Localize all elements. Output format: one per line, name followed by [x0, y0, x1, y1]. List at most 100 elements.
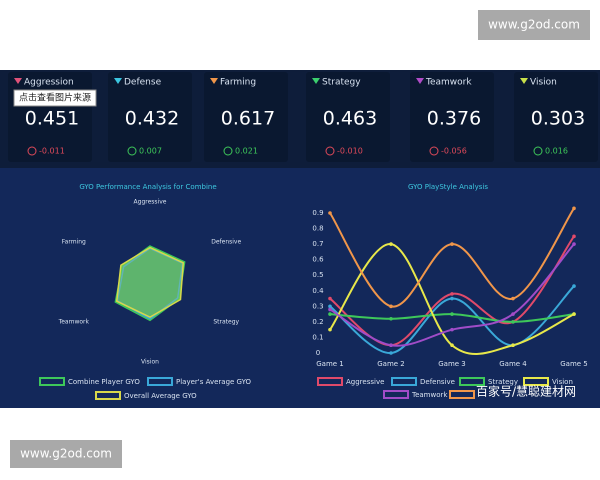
card-delta: -0.011	[39, 147, 65, 156]
data-point	[572, 312, 576, 316]
data-point	[328, 327, 332, 332]
legend-label: Overall Average GYO	[124, 392, 197, 400]
card-icon	[210, 78, 218, 84]
legend-swatch	[523, 377, 549, 386]
data-point	[328, 312, 332, 316]
x-tick-label: Game 3	[438, 360, 466, 368]
y-tick-label: 0.2	[312, 318, 323, 326]
watermark-box	[478, 10, 590, 40]
y-tick-label: 0.5	[312, 271, 323, 279]
delta-icon	[429, 146, 439, 156]
legend-swatch	[391, 377, 417, 386]
overlay-watermark: 百家号/慧聪建材网	[476, 384, 576, 399]
stat-card	[108, 72, 192, 162]
card-label: Defense	[124, 78, 162, 88]
data-point	[511, 320, 515, 324]
data-point	[511, 343, 515, 348]
legend-swatch	[147, 377, 173, 386]
data-point	[328, 211, 332, 215]
x-tick-label: Game 5	[560, 360, 588, 368]
card-icon	[520, 78, 528, 84]
data-point	[511, 312, 515, 316]
charts-panel	[0, 168, 600, 408]
data-point	[328, 296, 332, 301]
axis-label: Farming	[62, 239, 86, 246]
legend-label: Vision	[552, 378, 573, 386]
data-point	[389, 343, 393, 348]
data-point	[389, 351, 393, 355]
card-delta: -0.056	[441, 147, 467, 156]
legend-swatch	[39, 377, 65, 386]
chart-title: GYO PlayStyle Analysis	[408, 183, 488, 191]
card-delta: 0.021	[235, 147, 258, 156]
delta-icon	[533, 146, 543, 156]
card-value: 0.451	[25, 108, 79, 130]
card-value: 0.617	[221, 108, 275, 130]
data-point	[389, 242, 393, 246]
card-label: Vision	[530, 78, 557, 88]
legend-swatch	[459, 377, 485, 386]
data-point	[450, 296, 454, 301]
data-point	[450, 327, 454, 332]
delta-icon	[127, 146, 137, 156]
y-tick-label: 0.8	[312, 225, 323, 233]
card-value: 0.432	[125, 108, 179, 130]
data-point	[572, 242, 576, 246]
legend-label: Teamwork	[411, 391, 448, 399]
radar-area	[114, 245, 186, 322]
axis-label: Strategy	[213, 319, 239, 326]
data-point	[328, 307, 332, 312]
card-icon	[416, 78, 424, 84]
legend-label: Aggressive	[346, 378, 384, 386]
card-value: 0.463	[323, 108, 377, 130]
card-delta: 0.007	[139, 147, 162, 156]
card-label: Teamwork	[425, 78, 472, 88]
y-tick-label: 0.7	[312, 240, 323, 248]
card-value: 0.376	[427, 108, 481, 130]
y-tick-label: 0.3	[312, 302, 323, 310]
delta-icon	[27, 146, 37, 156]
legend-swatch	[317, 377, 343, 386]
data-point	[450, 292, 454, 296]
y-tick-label: 0.1	[312, 333, 323, 341]
card-delta: -0.010	[337, 147, 363, 156]
data-point	[511, 296, 515, 301]
axis-label: Vision	[141, 359, 159, 366]
watermark: www.g2od.com	[488, 18, 580, 32]
axis-label: Aggressive	[134, 199, 167, 206]
data-point	[572, 206, 576, 211]
data-point	[572, 284, 576, 288]
delta-icon	[325, 146, 335, 156]
data-point	[389, 316, 393, 321]
tooltip-box[interactable]	[13, 89, 97, 107]
legend-swatch	[95, 391, 121, 400]
x-tick-label: Game 2	[377, 360, 405, 368]
tooltip[interactable]: 点击查看图片来源	[19, 92, 91, 104]
legend-label: Combine Player GYO	[68, 378, 140, 386]
data-point	[450, 242, 454, 246]
axis-label: Teamwork	[58, 319, 90, 326]
legend-label: Player's Average GYO	[176, 378, 252, 386]
x-tick-label: Game 1	[316, 360, 344, 368]
legend-swatch	[449, 390, 475, 399]
card-label: Aggression	[24, 78, 74, 88]
legend-label: Defensive	[420, 378, 455, 386]
data-point	[572, 234, 576, 239]
data-point	[450, 343, 454, 348]
axis-label: Defensive	[211, 239, 241, 246]
y-tick-label: 0	[316, 349, 320, 357]
chart-title: GYO Performance Analysis for Combine	[79, 183, 216, 191]
watermark: www.g2od.com	[20, 447, 112, 461]
stat-card	[306, 72, 390, 162]
data-point	[389, 304, 393, 309]
watermark-box	[10, 440, 122, 468]
legend-swatch	[383, 390, 409, 399]
card-label: Strategy	[322, 78, 361, 88]
radar-area	[115, 246, 185, 319]
data-point	[450, 312, 454, 316]
stat-card	[514, 72, 598, 162]
y-tick-label: 0.6	[312, 256, 324, 264]
y-tick-label: 0.9	[312, 209, 323, 217]
line-series	[329, 243, 575, 355]
